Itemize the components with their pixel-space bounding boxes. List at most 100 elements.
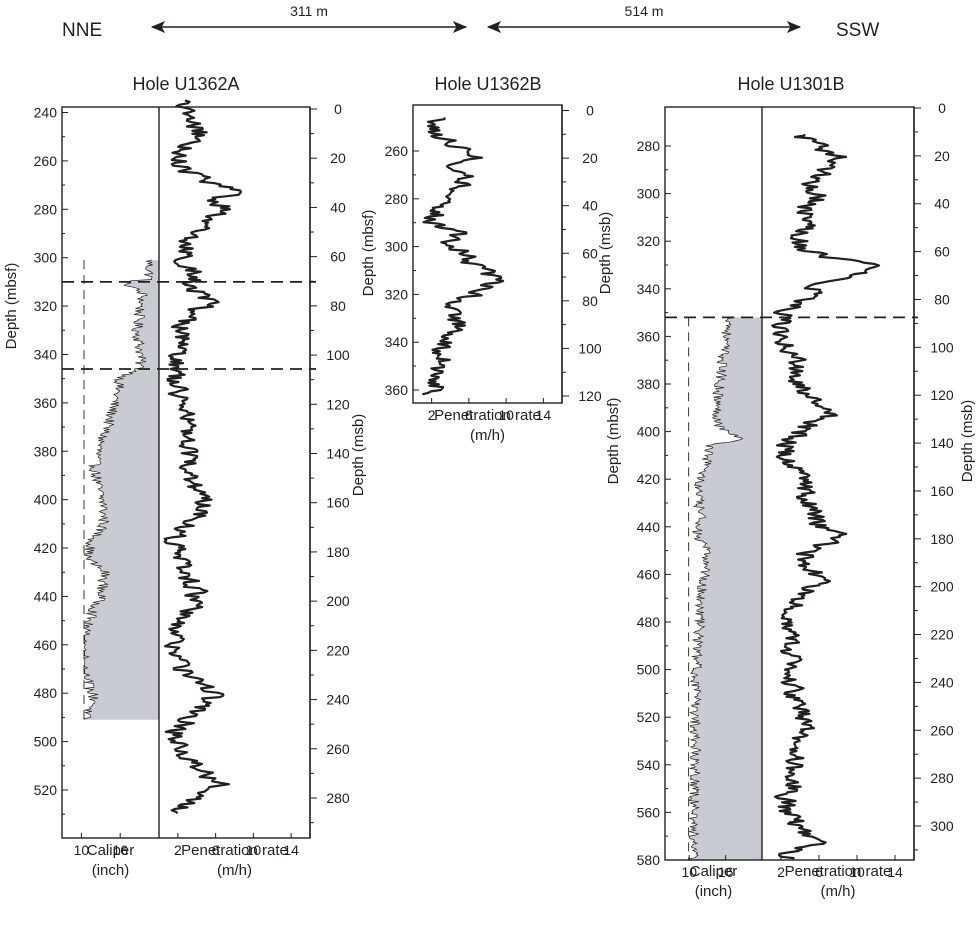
mbsf-tick-label: 320 — [385, 286, 409, 302]
msb-tick-label: 280 — [326, 790, 350, 806]
caliper-fill — [84, 260, 159, 720]
msb-tick-label: 40 — [330, 199, 346, 215]
msb-axis-label: Depth (msb) — [959, 400, 976, 483]
panel-frame — [412, 104, 563, 404]
mbsf-tick-label: 480 — [34, 685, 58, 701]
mbsf-tick-label: 420 — [34, 540, 58, 556]
distance-label-1: 311 m — [290, 3, 328, 19]
mbsf-tick-label: 520 — [637, 709, 661, 725]
msb-tick-label: 200 — [930, 579, 954, 595]
mbsf-tick-label: 560 — [637, 804, 661, 820]
mbsf-tick-label: 460 — [637, 566, 661, 582]
penetration-tick-label: 14 — [887, 864, 903, 880]
penetration-tick-label: 2 — [777, 864, 785, 880]
msb-tick-label: 240 — [326, 692, 350, 708]
distance-label-2: 514 m — [625, 3, 664, 19]
mbsf-tick-label: 320 — [34, 298, 58, 314]
mbsf-tick-label: 440 — [34, 588, 58, 604]
mbsf-tick-label: 340 — [385, 334, 409, 350]
penetration-tick-label: 14 — [283, 842, 299, 858]
mbsf-tick-label: 420 — [637, 471, 661, 487]
mbsf-tick-label: 440 — [637, 519, 661, 535]
mbsf-axis-label: Depth (mbsf) — [605, 398, 622, 485]
mbsf-tick-label: 360 — [34, 395, 58, 411]
mbsf-tick-label: 340 — [34, 346, 58, 362]
msb-tick-label: 40 — [582, 198, 598, 214]
msb-tick-label: 60 — [330, 249, 346, 265]
mbsf-tick-label: 340 — [637, 281, 661, 297]
header: NNE SSW 311 m 514 m — [62, 3, 879, 41]
msb-tick-label: 160 — [326, 495, 350, 511]
panel-title: Hole U1301B — [737, 74, 844, 94]
msb-tick-label: 40 — [934, 196, 950, 212]
penetration-tick-label: 6 — [465, 407, 473, 423]
msb-tick-label: 80 — [330, 298, 346, 314]
msb-tick-label: 60 — [934, 244, 950, 260]
msb-tick-label: 260 — [930, 722, 954, 738]
penetration-tick-label: 2 — [174, 842, 182, 858]
msb-tick-label: 220 — [930, 627, 954, 643]
caliper-line — [83, 259, 154, 720]
msb-tick-label: 300 — [930, 818, 954, 834]
msb-tick-label: 160 — [930, 483, 954, 499]
mbsf-tick-label: 380 — [637, 376, 661, 392]
mbsf-tick-label: 580 — [637, 852, 661, 868]
panel-title: Hole U1362A — [132, 74, 239, 94]
caliper-xlabel: Caliper — [87, 842, 135, 859]
mbsf-tick-label: 400 — [637, 424, 661, 440]
penetration-xlabel-unit: (m/h) — [470, 427, 505, 444]
mbsf-tick-label: 280 — [385, 191, 409, 207]
msb-tick-label: 120 — [326, 396, 350, 412]
msb-tick-label: 180 — [326, 544, 350, 560]
penetration-xlabel: Penetration rate — [785, 863, 892, 880]
mbsf-tick-label: 300 — [34, 250, 58, 266]
mbsf-tick-label: 500 — [34, 734, 58, 750]
mbsf-axis-label: Depth (mbsf) — [360, 210, 377, 297]
msb-tick-label: 0 — [334, 101, 342, 117]
penetration-tick-label: 6 — [815, 864, 823, 880]
msb-tick-label: 140 — [326, 446, 350, 462]
penetration-tick-label: 10 — [498, 407, 514, 423]
mbsf-tick-label: 500 — [637, 662, 661, 678]
msb-tick-label: 100 — [578, 340, 602, 356]
mbsf-tick-label: 520 — [34, 782, 58, 798]
penetration-rate-trace — [422, 117, 505, 396]
mbsf-tick-label: 280 — [34, 201, 58, 217]
mbsf-tick-label: 260 — [385, 143, 409, 159]
msb-axis-label: Depth (msb) — [597, 212, 614, 295]
msb-tick-label: 80 — [934, 291, 950, 307]
msb-tick-label: 100 — [326, 347, 350, 363]
penetration-tick-label: 10 — [246, 842, 262, 858]
mbsf-tick-label: 260 — [34, 153, 58, 169]
mbsf-tick-label: 460 — [34, 637, 58, 653]
caliper-tick-label: 16 — [112, 842, 128, 858]
caliper-line — [688, 317, 744, 861]
caliper-xlabel: Caliper — [690, 863, 738, 880]
msb-tick-label: 240 — [930, 674, 954, 690]
msb-axis-label: Depth (msb) — [350, 414, 367, 497]
msb-tick-label: 200 — [326, 593, 350, 609]
msb-tick-label: 120 — [578, 388, 602, 404]
msb-tick-label: 20 — [330, 150, 346, 166]
mbsf-axis-label: Depth (mbsf) — [3, 263, 20, 350]
mbsf-tick-label: 320 — [637, 233, 661, 249]
panel-title: Hole U1362B — [434, 74, 541, 94]
caliper-xlabel-unit: (inch) — [92, 862, 130, 879]
caliper-tick-label: 16 — [718, 864, 734, 880]
caliper-xlabel-unit: (inch) — [695, 883, 733, 900]
msb-tick-label: 20 — [582, 150, 598, 166]
mbsf-tick-label: 360 — [385, 382, 409, 398]
mbsf-tick-label: 360 — [637, 328, 661, 344]
msb-tick-label: 140 — [930, 435, 954, 451]
msb-tick-label: 0 — [586, 103, 594, 119]
caliper-tick-label: 10 — [681, 864, 697, 880]
mbsf-tick-label: 380 — [34, 443, 58, 459]
penetration-xlabel-unit: (m/h) — [217, 862, 252, 879]
msb-tick-label: 180 — [930, 531, 954, 547]
penetration-tick-label: 6 — [212, 842, 220, 858]
